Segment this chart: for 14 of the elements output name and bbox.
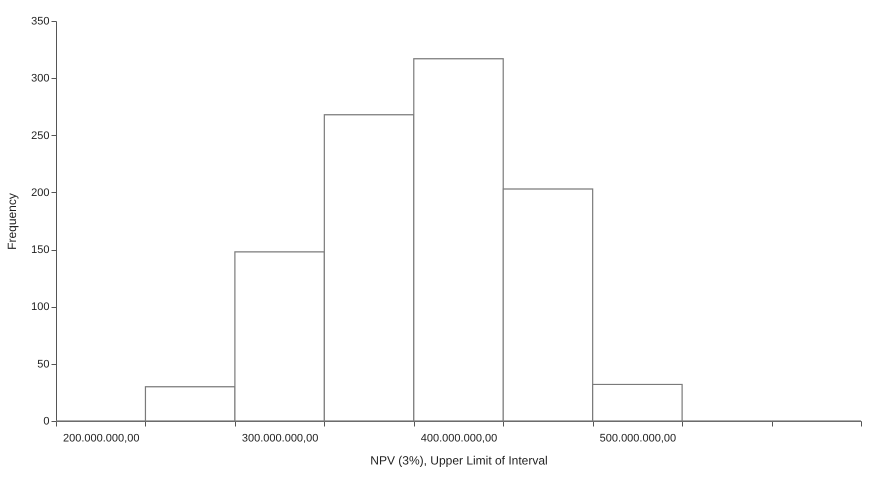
y-tick-label: 200 [31,186,50,199]
y-tick-label: 50 [37,358,50,370]
x-axis-title: NPV (3%), Upper Limit of Interval [370,454,548,468]
y-tick-label: 0 [43,416,50,428]
y-tick-label: 100 [31,301,50,314]
x-tick-label: 300.000.000,00 [242,432,318,444]
y-tick-label: 300 [31,72,50,85]
y-axis-title: Frequency [5,193,20,250]
x-tick-label: 400.000.000,00 [420,432,498,444]
x-tick-label: 500.000.000,00 [600,432,676,444]
x-tick-label: 200.000.000,00 [62,432,140,444]
y-tick-label: 250 [31,130,50,142]
y-tick-label: 350 [31,16,50,28]
y-tick-label: 150 [31,244,50,256]
